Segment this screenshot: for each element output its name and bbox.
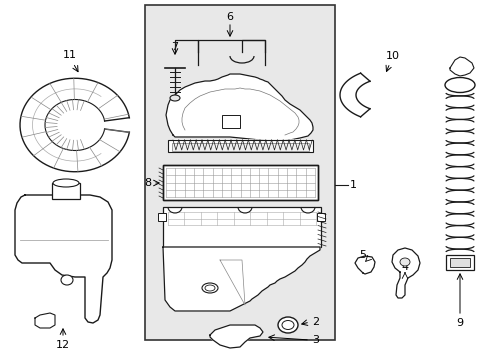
Polygon shape [219,140,225,150]
Ellipse shape [282,320,293,329]
Ellipse shape [399,258,409,266]
Bar [222,115,240,128]
Polygon shape [449,57,473,76]
Polygon shape [184,140,190,150]
Bar [172,143,308,151]
Bar [449,258,469,267]
Ellipse shape [61,275,73,285]
Bar [163,165,317,200]
Bar [163,207,320,247]
Ellipse shape [204,285,215,291]
Text: 6: 6 [226,12,233,22]
Polygon shape [391,248,419,298]
Polygon shape [277,140,283,150]
Text: 9: 9 [455,318,463,328]
Polygon shape [173,140,179,150]
Polygon shape [15,195,112,323]
Ellipse shape [170,95,180,101]
Polygon shape [213,140,219,150]
Polygon shape [294,140,300,150]
Polygon shape [236,140,242,150]
Ellipse shape [202,283,218,293]
Polygon shape [300,140,306,150]
Bar [163,165,317,200]
Text: 8: 8 [143,178,151,188]
Polygon shape [190,140,196,150]
Polygon shape [179,140,184,150]
Text: 5: 5 [359,250,366,260]
Polygon shape [306,140,311,150]
Text: 1: 1 [349,180,356,190]
Text: 7: 7 [171,42,178,52]
Polygon shape [165,74,312,141]
Polygon shape [202,140,207,150]
Text: 12: 12 [56,340,70,350]
Polygon shape [225,140,230,150]
Text: 11: 11 [63,50,77,60]
Polygon shape [242,140,248,150]
Polygon shape [339,73,369,117]
Polygon shape [196,140,202,150]
Polygon shape [354,256,374,274]
Polygon shape [265,140,271,150]
Polygon shape [20,78,129,172]
Polygon shape [248,140,254,150]
Ellipse shape [444,77,474,93]
Bar [316,213,325,221]
Text: 2: 2 [311,317,319,327]
Polygon shape [288,140,294,150]
Polygon shape [230,140,236,150]
Polygon shape [254,140,260,150]
Polygon shape [283,140,288,150]
Ellipse shape [53,179,79,187]
Text: 10: 10 [385,51,399,61]
Bar [168,140,312,152]
Bar [145,5,334,340]
Bar [445,255,473,270]
Ellipse shape [278,317,297,333]
Bar [158,213,165,221]
Polygon shape [209,325,263,348]
Polygon shape [260,140,265,150]
Bar [52,183,80,199]
Polygon shape [163,247,319,311]
Text: 3: 3 [311,335,318,345]
Polygon shape [271,140,277,150]
Polygon shape [35,313,55,328]
Text: 4: 4 [401,262,408,272]
Polygon shape [207,140,213,150]
